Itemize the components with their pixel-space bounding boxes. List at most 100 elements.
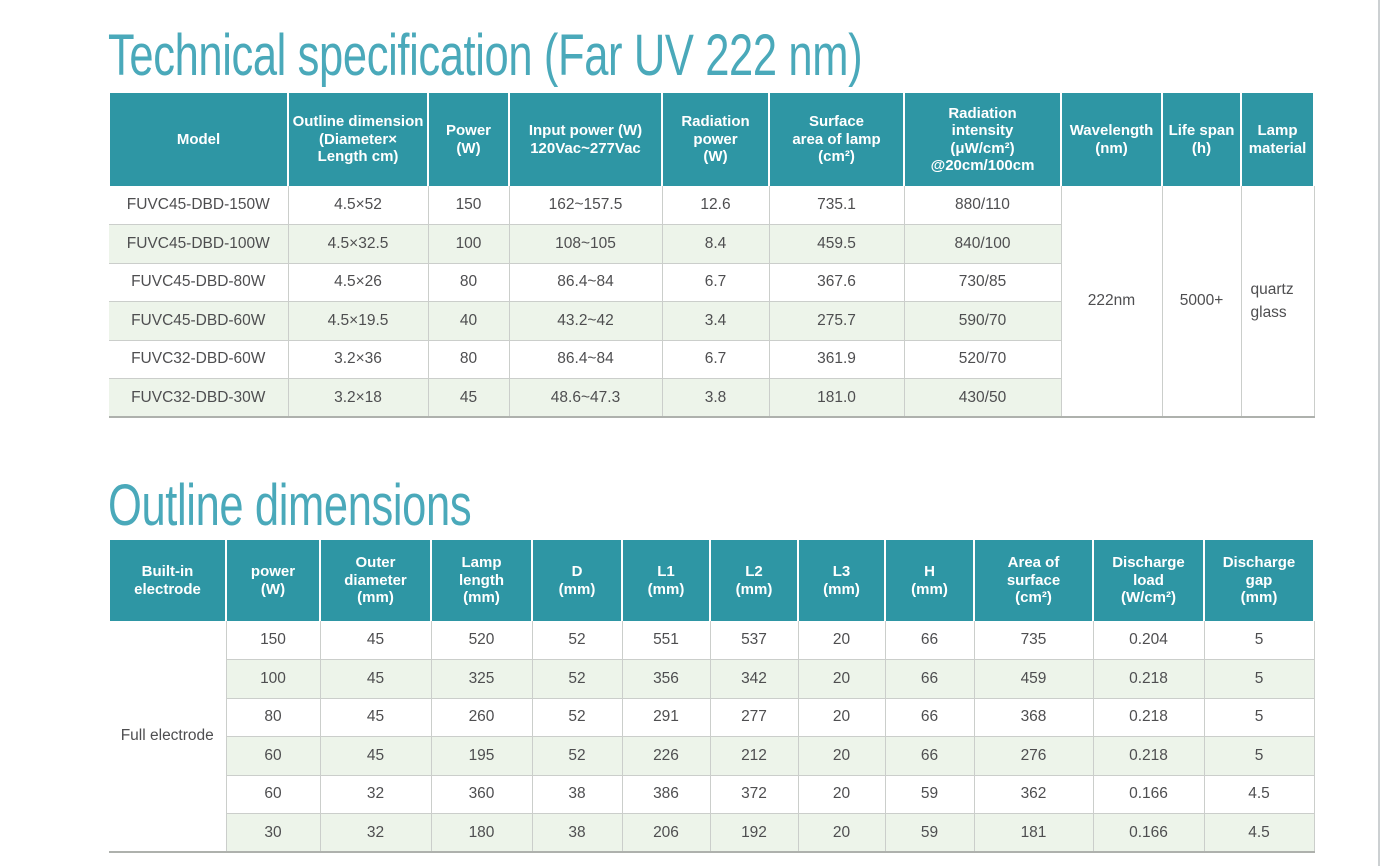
spec-cell: 361.9: [768, 339, 905, 379]
spec-cell: 43.2~42: [508, 301, 663, 341]
outline-cell: 360: [430, 774, 533, 814]
spec-header-radiation-power: Radiation power (W): [661, 93, 770, 186]
outline-cell: 52: [531, 736, 623, 776]
spec-cell: 367.6: [768, 262, 905, 302]
outline-cell: 20: [797, 774, 886, 814]
spec-cell: 275.7: [768, 301, 905, 341]
outline-header-l1: L1 (mm): [621, 540, 711, 621]
spec-cell: 735.1: [768, 186, 905, 225]
outline-cell: 20: [797, 621, 886, 660]
spec-cell: 3.8: [661, 378, 770, 418]
outline-cell: 60: [226, 774, 321, 814]
spec-header-outline-dimension: Outline dimension (Diameter× Length cm): [287, 93, 429, 186]
spec-merged-wavelength: 222nm: [1060, 186, 1163, 418]
outline-cell: 0.218: [1092, 697, 1205, 737]
outline-cell: 4.5: [1203, 774, 1315, 814]
spec-header-radiation-intensity: Radiation intensity (μW/cm²) @20cm/100cm: [903, 93, 1062, 186]
outline-row: Full electrode 150 45 520 52 551 537 20 …: [109, 621, 1315, 853]
outline-header-discharge-gap: Discharge gap (mm): [1203, 540, 1315, 621]
outline-cell: 66: [884, 736, 975, 776]
outline-cell: 5: [1203, 697, 1315, 737]
outline-cell: 325: [430, 659, 533, 699]
spec-cell: 12.6: [661, 186, 770, 225]
spec-header-input-power: Input power (W) 120Vac~277Vac: [508, 93, 663, 186]
outline-table: Built-in electrode power (W) Outer diame…: [108, 540, 1315, 853]
spec-table: Model Outline dimension (Diameter× Lengt…: [108, 93, 1315, 418]
outline-cell: 276: [973, 736, 1094, 776]
spec-cell: 48.6~47.3: [508, 378, 663, 418]
outline-cell: 52: [531, 697, 623, 737]
outline-cell: 32: [319, 774, 432, 814]
outline-cell: 520: [430, 621, 533, 660]
spec-cell: 3.4: [661, 301, 770, 341]
outline-header-l2: L2 (mm): [709, 540, 799, 621]
spec-cell: 430/50: [903, 378, 1062, 418]
outline-cell: 537: [709, 621, 799, 660]
outline-row: 60 32 360 38 386 372 20 59 362 0.166 4.5: [109, 774, 1315, 814]
outline-cell: 20: [797, 813, 886, 853]
outline-row: 80 45 260 52 291 277 20 66 368 0.218 5: [109, 697, 1315, 737]
spec-row: FUVC32-DBD-60W 3.2×36 80 86.4~84 6.7 361…: [109, 339, 1314, 379]
spec-cell: 86.4~84: [508, 262, 663, 302]
spec-row: FUVC32-DBD-30W 3.2×18 45 48.6~47.3 3.8 1…: [109, 378, 1314, 418]
outline-cell: 342: [709, 659, 799, 699]
spec-cell: 4.5×26: [287, 262, 429, 302]
spec-cell: 3.2×36: [287, 339, 429, 379]
outline-cell: 206: [621, 813, 711, 853]
outline-cell: 52: [531, 659, 623, 699]
outline-cell: 45: [319, 659, 432, 699]
outline-cell: 66: [884, 697, 975, 737]
spec-section-title: Technical specification (Far UV 222 nm): [108, 23, 863, 88]
outline-cell: 38: [531, 774, 623, 814]
outline-cell: 5: [1203, 736, 1315, 776]
spec-cell: FUVC45-DBD-150W: [109, 186, 289, 225]
outline-cell: 362: [973, 774, 1094, 814]
spec-merged-lamp-material: quartz glass: [1240, 186, 1315, 418]
spec-row: FUVC45-DBD-150W 4.5×52 150 162~157.5 12.…: [109, 186, 1315, 418]
outline-section-title: Outline dimensions: [108, 473, 472, 538]
outline-cell: 0.218: [1092, 659, 1205, 699]
outline-cell: 192: [709, 813, 799, 853]
outline-cell: 45: [319, 697, 432, 737]
outline-header-d: D (mm): [531, 540, 623, 621]
spec-cell: 840/100: [903, 224, 1062, 264]
spec-cell: 40: [427, 301, 510, 341]
outline-cell: 735: [973, 621, 1094, 660]
outline-cell: 32: [319, 813, 432, 853]
spec-cell: 459.5: [768, 224, 905, 264]
outline-cell: 226: [621, 736, 711, 776]
outline-cell: 66: [884, 659, 975, 699]
spec-cell: 162~157.5: [508, 186, 663, 225]
outline-header-power: power (W): [225, 540, 321, 621]
outline-merged-electrode: Full electrode: [109, 621, 227, 853]
outline-cell: 277: [709, 697, 799, 737]
outline-cell: 0.166: [1092, 813, 1205, 853]
spec-row: FUVC45-DBD-80W 4.5×26 80 86.4~84 6.7 367…: [109, 262, 1314, 302]
spec-header-surface-area: Surface area of lamp (cm²): [768, 93, 905, 186]
outline-cell: 368: [973, 697, 1094, 737]
spec-cell: 100: [427, 224, 510, 264]
spec-cell: 86.4~84: [508, 339, 663, 379]
spec-cell: FUVC45-DBD-80W: [109, 262, 289, 302]
outline-header-row: Built-in electrode power (W) Outer diame…: [108, 540, 1315, 621]
outline-cell: 20: [797, 697, 886, 737]
outline-cell: 60: [226, 736, 321, 776]
outline-cell: 20: [797, 736, 886, 776]
spec-cell: 730/85: [903, 262, 1062, 302]
outline-cell: 386: [621, 774, 711, 814]
spec-cell: 8.4: [661, 224, 770, 264]
spec-cell: 6.7: [661, 262, 770, 302]
outline-cell: 372: [709, 774, 799, 814]
outline-header-built-in-electrode: Built-in electrode: [108, 540, 227, 621]
outline-cell: 80: [226, 697, 321, 737]
outline-cell: 459: [973, 659, 1094, 699]
outline-cell: 356: [621, 659, 711, 699]
outline-header-h: H (mm): [884, 540, 975, 621]
outline-header-outer-diameter: Outer diameter (mm): [319, 540, 432, 621]
outline-cell: 260: [430, 697, 533, 737]
outline-header-lamp-length: Lamp length (mm): [430, 540, 533, 621]
outline-cell: 20: [797, 659, 886, 699]
outline-cell: 59: [884, 813, 975, 853]
outline-cell: 0.204: [1092, 621, 1205, 660]
spec-cell: 80: [427, 262, 510, 302]
